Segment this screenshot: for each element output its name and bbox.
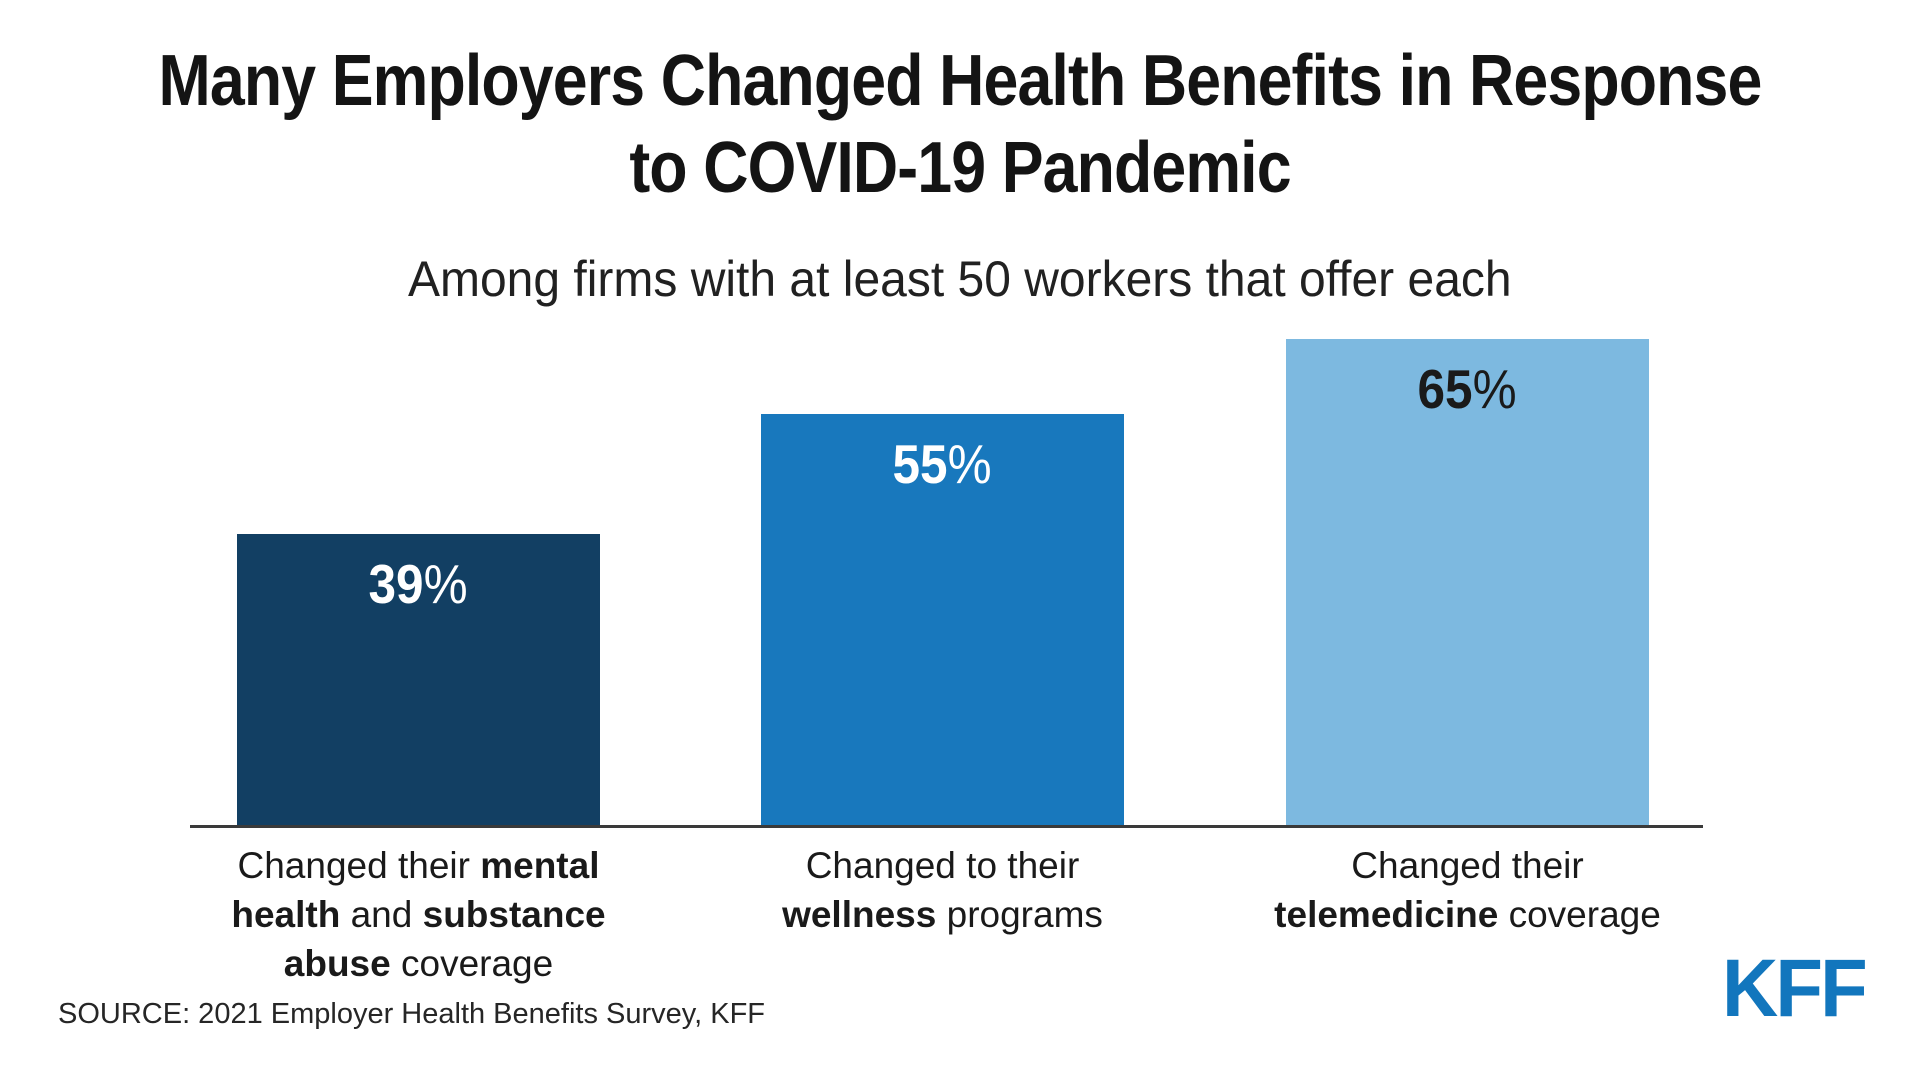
value-label-telemedicine-coverage: 65% [1417, 357, 1518, 420]
value-label-mental-health-substance-abuse: 39% [368, 552, 469, 615]
kff-logo: KFF [1722, 943, 1868, 1034]
chart-subtitle: Among firms with at least 50 workers tha… [0, 248, 1920, 310]
chart-subtitle-text: Among firms with at least 50 workers tha… [408, 251, 1512, 307]
category-label-telemedicine-coverage: Changed their telemedicine coverage [1274, 845, 1661, 935]
value-label-wellness-programs: 55% [892, 432, 993, 495]
bar-mental-health-substance-abuse: 39% [237, 533, 600, 826]
bar-wellness-programs: 55% [761, 413, 1124, 826]
source-note: SOURCE: 2021 Employer Health Benefits Su… [58, 998, 766, 1030]
page-title: Many Employers Changed Health Benefits i… [0, 38, 1920, 212]
page-title-line-1: Many Employers Changed Health Benefits i… [158, 41, 1763, 121]
category-label-mental-health-substance-abuse: Changed their mental health and substance… [231, 845, 606, 984]
bar-chart: 39% 55% 65% [237, 338, 1649, 826]
page-title-line-2: to COVID-19 Pandemic [629, 128, 1291, 208]
bar-telemedicine-coverage: 65% [1286, 338, 1649, 826]
x-axis-baseline [190, 825, 1703, 828]
category-label-wellness-programs: Changed to their wellness programs [782, 845, 1103, 935]
